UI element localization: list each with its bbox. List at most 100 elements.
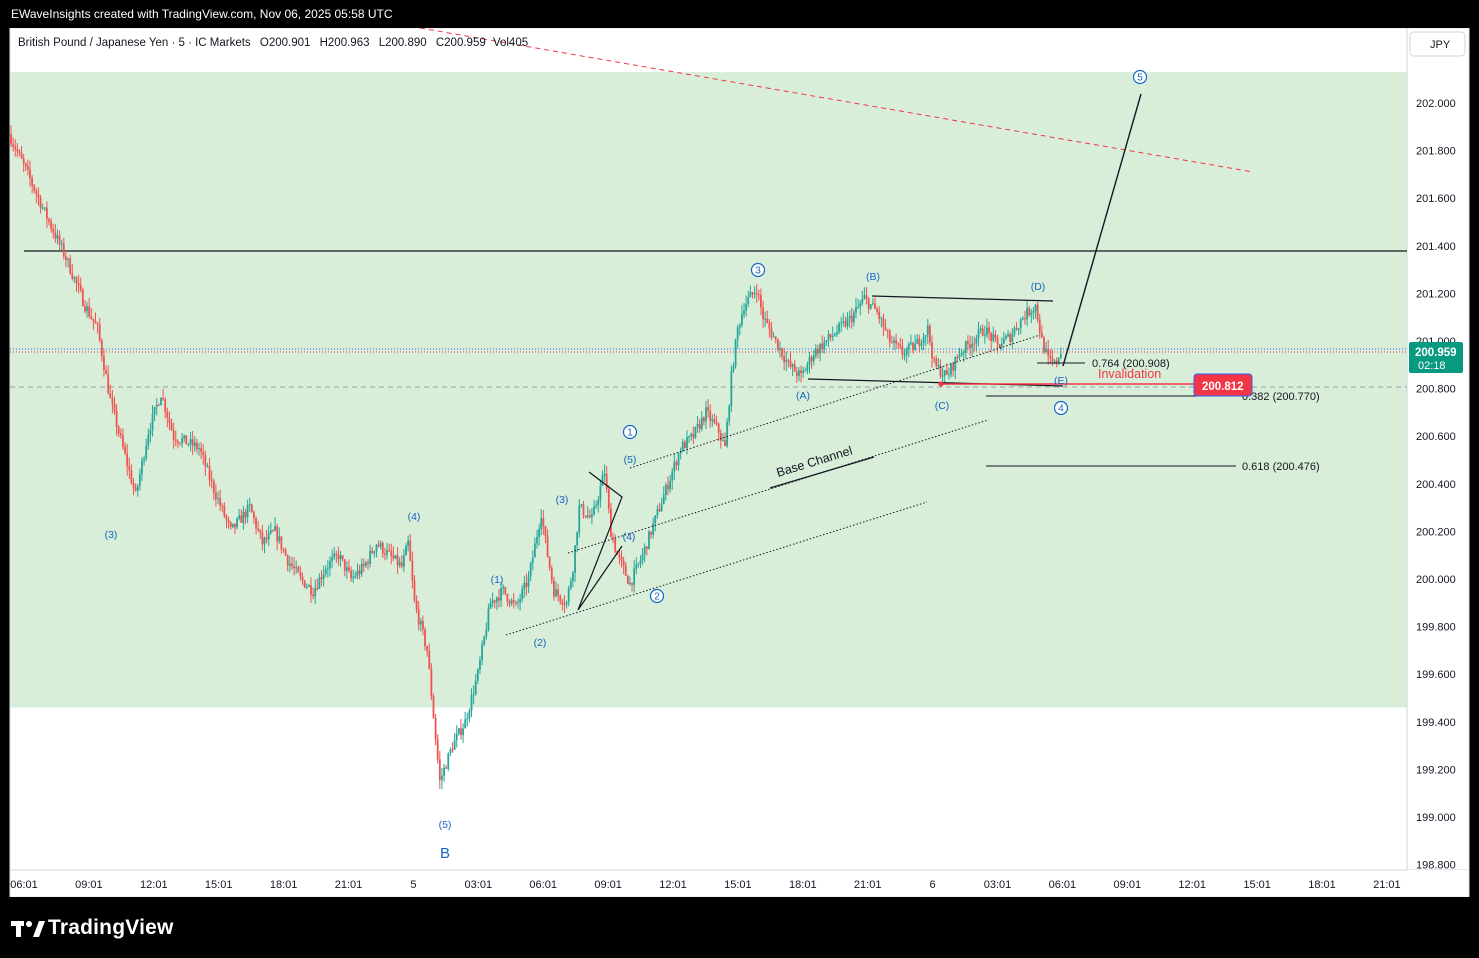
candle-body	[643, 546, 646, 555]
wave-label: B	[440, 845, 450, 862]
candle-body	[935, 358, 938, 366]
candle-body	[215, 492, 217, 500]
triangle-lower-line[interactable]	[807, 378, 1064, 387]
candle-body	[288, 563, 291, 566]
candle-body	[348, 567, 350, 571]
candle-body	[195, 442, 198, 449]
candle-body	[536, 536, 538, 544]
candle-body	[417, 609, 420, 625]
candle-body	[728, 406, 731, 422]
candle-body	[122, 435, 124, 447]
candle-body	[388, 550, 391, 552]
candle-body	[852, 312, 855, 323]
candle-body	[272, 530, 274, 532]
time-tick-label: 21:01	[1373, 879, 1401, 891]
wave-label: 1	[627, 428, 633, 439]
candle-body	[445, 767, 448, 769]
candle-body	[890, 342, 893, 344]
candle-body	[861, 299, 864, 304]
candle-body	[1030, 312, 1033, 316]
price-tick-label: 199.200	[1416, 764, 1456, 776]
price-axis[interactable]	[1407, 28, 1469, 870]
time-tick-label: 5	[410, 879, 416, 891]
candle-body	[259, 529, 262, 533]
candle-body	[284, 549, 287, 556]
candle-body	[764, 318, 767, 320]
candle-body	[280, 536, 283, 550]
candlestick-series[interactable]	[10, 125, 1062, 790]
candle-body	[848, 315, 851, 319]
candle-body	[990, 332, 993, 341]
candle-body	[58, 235, 61, 245]
candle-body	[521, 589, 524, 600]
candle-body	[143, 458, 145, 461]
currency-box[interactable]	[1409, 31, 1466, 57]
price-tick-label: 200.600	[1416, 431, 1456, 443]
wave-label: 3	[755, 266, 761, 277]
legend-symbol[interactable]: British Pound / Japanese Yen · 5 · IC Ma…	[18, 37, 528, 49]
wave1-triangle[interactable]	[577, 471, 623, 611]
candle-body	[540, 518, 543, 530]
candle-body	[690, 433, 693, 437]
time-axis[interactable]	[10, 870, 1407, 897]
candle-body	[783, 356, 786, 363]
candle-body	[303, 580, 306, 588]
candle-body	[489, 603, 492, 609]
candle-body	[512, 600, 515, 603]
candle-body	[54, 232, 57, 239]
triangle-upper-line[interactable]	[871, 295, 1054, 302]
candle-body	[595, 504, 598, 507]
candle-body	[246, 504, 249, 518]
candle-body	[149, 430, 152, 435]
candle-body	[597, 499, 600, 505]
candle-body	[411, 560, 414, 581]
candle-body	[386, 550, 388, 555]
candle-body	[373, 551, 376, 554]
candle-body	[897, 343, 900, 345]
candle-body	[954, 357, 957, 371]
candle-body	[681, 442, 684, 452]
candle-body	[424, 629, 426, 647]
descending-trendline[interactable]	[419, 27, 1254, 173]
candle-body	[586, 515, 589, 518]
candle-body	[1038, 319, 1041, 333]
wave5-projection[interactable]	[1062, 93, 1142, 367]
candle-body	[248, 504, 251, 506]
candle-body	[339, 555, 342, 560]
candle-body	[631, 582, 633, 585]
legend-low: L200.890	[379, 37, 427, 49]
candle-body	[261, 532, 264, 545]
candle-body	[500, 588, 502, 601]
candle-body	[937, 365, 940, 367]
candle-body	[476, 669, 479, 681]
time-tick-label: 15:01	[205, 879, 233, 891]
candle-body	[614, 539, 617, 552]
candle-body	[253, 512, 255, 519]
candle-body	[56, 235, 59, 239]
last-price-tag[interactable]	[1409, 342, 1463, 373]
candle-body	[531, 557, 534, 564]
candle-body	[719, 432, 722, 441]
candle-body	[502, 586, 505, 589]
candle-body	[111, 398, 114, 404]
candle-body	[398, 562, 401, 566]
base-channel-lower[interactable]	[505, 501, 928, 636]
candle-body	[157, 404, 160, 406]
candle-body	[810, 357, 813, 362]
candle-body	[354, 576, 357, 578]
candle-body	[677, 453, 680, 466]
invalidation-price-tag[interactable]	[1193, 373, 1253, 397]
candle-body	[107, 374, 110, 394]
candle-body	[206, 466, 209, 468]
wave-label: (3)	[105, 529, 118, 541]
time-tick-label: 18:01	[1308, 879, 1336, 891]
candle-body	[90, 316, 93, 319]
candle-body	[544, 526, 547, 536]
candle-body	[1049, 355, 1052, 358]
candle-body	[238, 515, 241, 519]
price-tick-label: 201.400	[1416, 241, 1456, 253]
candle-body	[569, 581, 572, 589]
candle-body	[352, 576, 355, 579]
last-price-value: 200.959	[1415, 347, 1457, 359]
